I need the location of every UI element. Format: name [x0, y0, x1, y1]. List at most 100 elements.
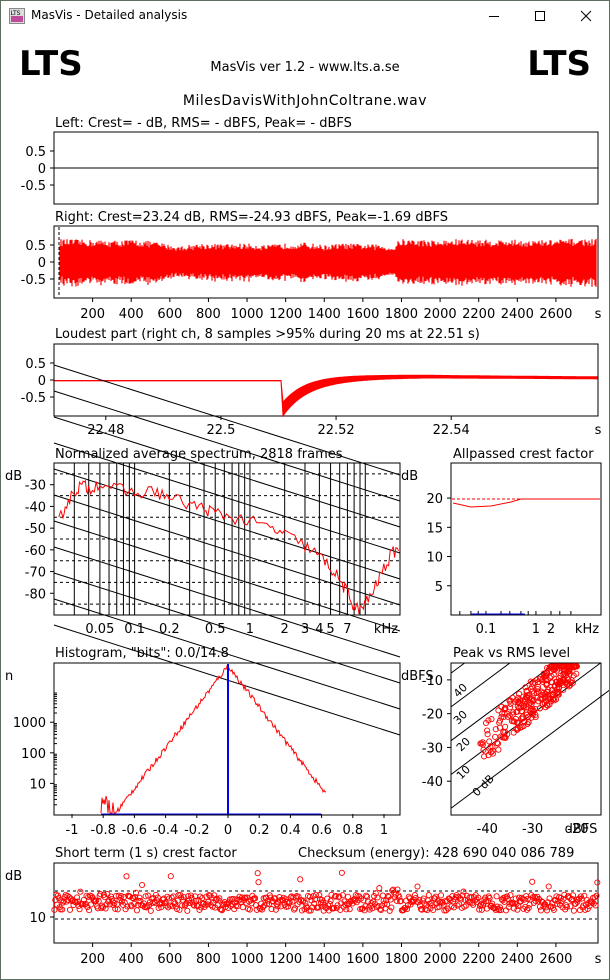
stc-point [289, 898, 296, 905]
stc-xtick-label: 2200 [462, 952, 495, 967]
spectrum-plot: Normalized average spectrum, 2818 frames… [5, 364, 401, 736]
pvr-point [487, 743, 494, 751]
pvr-point [552, 682, 559, 689]
loudest-part-xtick-label: 22.54 [433, 423, 470, 438]
histogram-xtick-label: -0.4 [153, 823, 178, 838]
close-button[interactable] [563, 1, 609, 31]
stc-point [334, 902, 341, 909]
histogram-xtick-label: 0 [224, 823, 232, 838]
stc-title: Short term (1 s) crest factor [55, 846, 237, 861]
pvr-point [525, 701, 532, 708]
pvr-point [522, 684, 529, 691]
stc-xtick-label: 1800 [385, 952, 418, 967]
stc-point [305, 907, 312, 914]
pvr-crest-label: 10 [454, 763, 473, 782]
pvr-xtick-label: -30 [522, 822, 543, 837]
allpassed-xtick-label: 0.1 [476, 622, 497, 637]
right-channel-xtick-label: 200 [80, 307, 105, 322]
checksum-label: Checksum (energy): 428 690 040 086 789 [298, 846, 574, 861]
pvr-ytick-label: -20 [422, 708, 443, 723]
pvr-point [504, 731, 511, 738]
stc-point [312, 891, 319, 898]
right-channel-ytick-label: 0 [38, 256, 46, 271]
pvr-point [500, 713, 507, 721]
stc-point [563, 903, 570, 910]
stc-point [450, 904, 458, 911]
stc-xtick-label: 2400 [501, 952, 534, 967]
histogram-xtick-label: 0.8 [342, 823, 363, 838]
stc-point [271, 895, 279, 902]
spectrum-ytick-label: -60 [25, 544, 46, 559]
stc-point [338, 869, 345, 876]
right-channel-ytick-label: 0.5 [25, 239, 46, 254]
spectrum-ylabel: dB [5, 469, 22, 484]
stc-point [342, 901, 349, 908]
stc-point [291, 906, 298, 913]
stc-point [246, 906, 253, 913]
maximize-button[interactable] [517, 1, 563, 31]
title-bar[interactable]: LTS MasVis - Detailed analysis [1, 1, 609, 31]
pvr-point [502, 723, 509, 730]
pvr-point [522, 710, 530, 717]
stc-point [239, 904, 246, 911]
pvr-frame [450, 662, 602, 816]
pvr-point [492, 733, 499, 740]
stc-point [97, 891, 104, 898]
histogram-frame [53, 662, 401, 816]
spectrum-slope-line [53, 572, 401, 684]
pvr-point [504, 713, 511, 720]
spectrum-xtick-label: 0.05 [85, 622, 114, 637]
stc-xtick-label: 800 [196, 952, 221, 967]
loudest-part-xtick-label: s [595, 423, 602, 438]
loudest-part-ytick-label: 0 [38, 374, 46, 389]
loudest-part-ytick-label: -0.5 [21, 391, 46, 406]
spectrum-slope-line [53, 598, 401, 710]
pvr-crest-label: 20 [454, 735, 473, 754]
pvr-point [529, 707, 536, 714]
spectrum-slope-line [53, 390, 401, 502]
stc-point [216, 895, 223, 902]
stc-point [268, 906, 275, 913]
stc-point [459, 892, 466, 899]
pvr-point [489, 743, 496, 750]
stc-point [592, 902, 599, 909]
spectrum-slope-line [53, 520, 401, 632]
file-name: MilesDavisWithJohnColtrane.wav [183, 93, 427, 109]
stc-point [192, 897, 200, 904]
allpassed-xtick-label: kHz [575, 622, 599, 637]
lts-app-icon[interactable]: LTS [9, 8, 25, 24]
stc-point [185, 893, 192, 900]
stc-point [516, 894, 523, 901]
loudest-part-xtick-label: 22.48 [87, 423, 124, 438]
minimize-button[interactable] [471, 1, 517, 31]
pvr-point [543, 701, 550, 708]
pvr-point [479, 739, 486, 746]
right-channel-waveform [59, 238, 597, 287]
pvr-point [532, 711, 539, 718]
stc-point [364, 893, 371, 900]
stc-point [404, 902, 411, 909]
spectrum-frame [53, 462, 401, 616]
pvr-point [492, 726, 499, 733]
stc-xtick-label: 400 [119, 952, 144, 967]
stc-point [164, 893, 171, 900]
analysis-canvas: LTS LTS MasVis ver 1.2 - www.lts.a.se Mi… [1, 31, 609, 979]
stc-point [380, 897, 387, 904]
stc-point [170, 893, 177, 900]
pvr-crest-line [450, 662, 511, 708]
histogram-xtick-label: 0.2 [249, 823, 270, 838]
pvr-point [527, 678, 534, 685]
stc-point [180, 894, 187, 901]
pvr-point [486, 738, 493, 745]
stc-xtick-label: 2600 [539, 952, 572, 967]
pvr-point [566, 670, 573, 677]
right-channel-xtick-label: 600 [157, 307, 182, 322]
right-channel-ytick-label: -0.5 [21, 273, 46, 288]
stc-point [272, 906, 279, 913]
pvr-xtick-label: -40 [477, 822, 498, 837]
stc-point [307, 907, 314, 914]
histogram-xtick-label: -1 [66, 823, 79, 838]
pvr-crest-line [450, 662, 556, 742]
pvr-point [495, 746, 502, 753]
stc-point [384, 901, 391, 908]
